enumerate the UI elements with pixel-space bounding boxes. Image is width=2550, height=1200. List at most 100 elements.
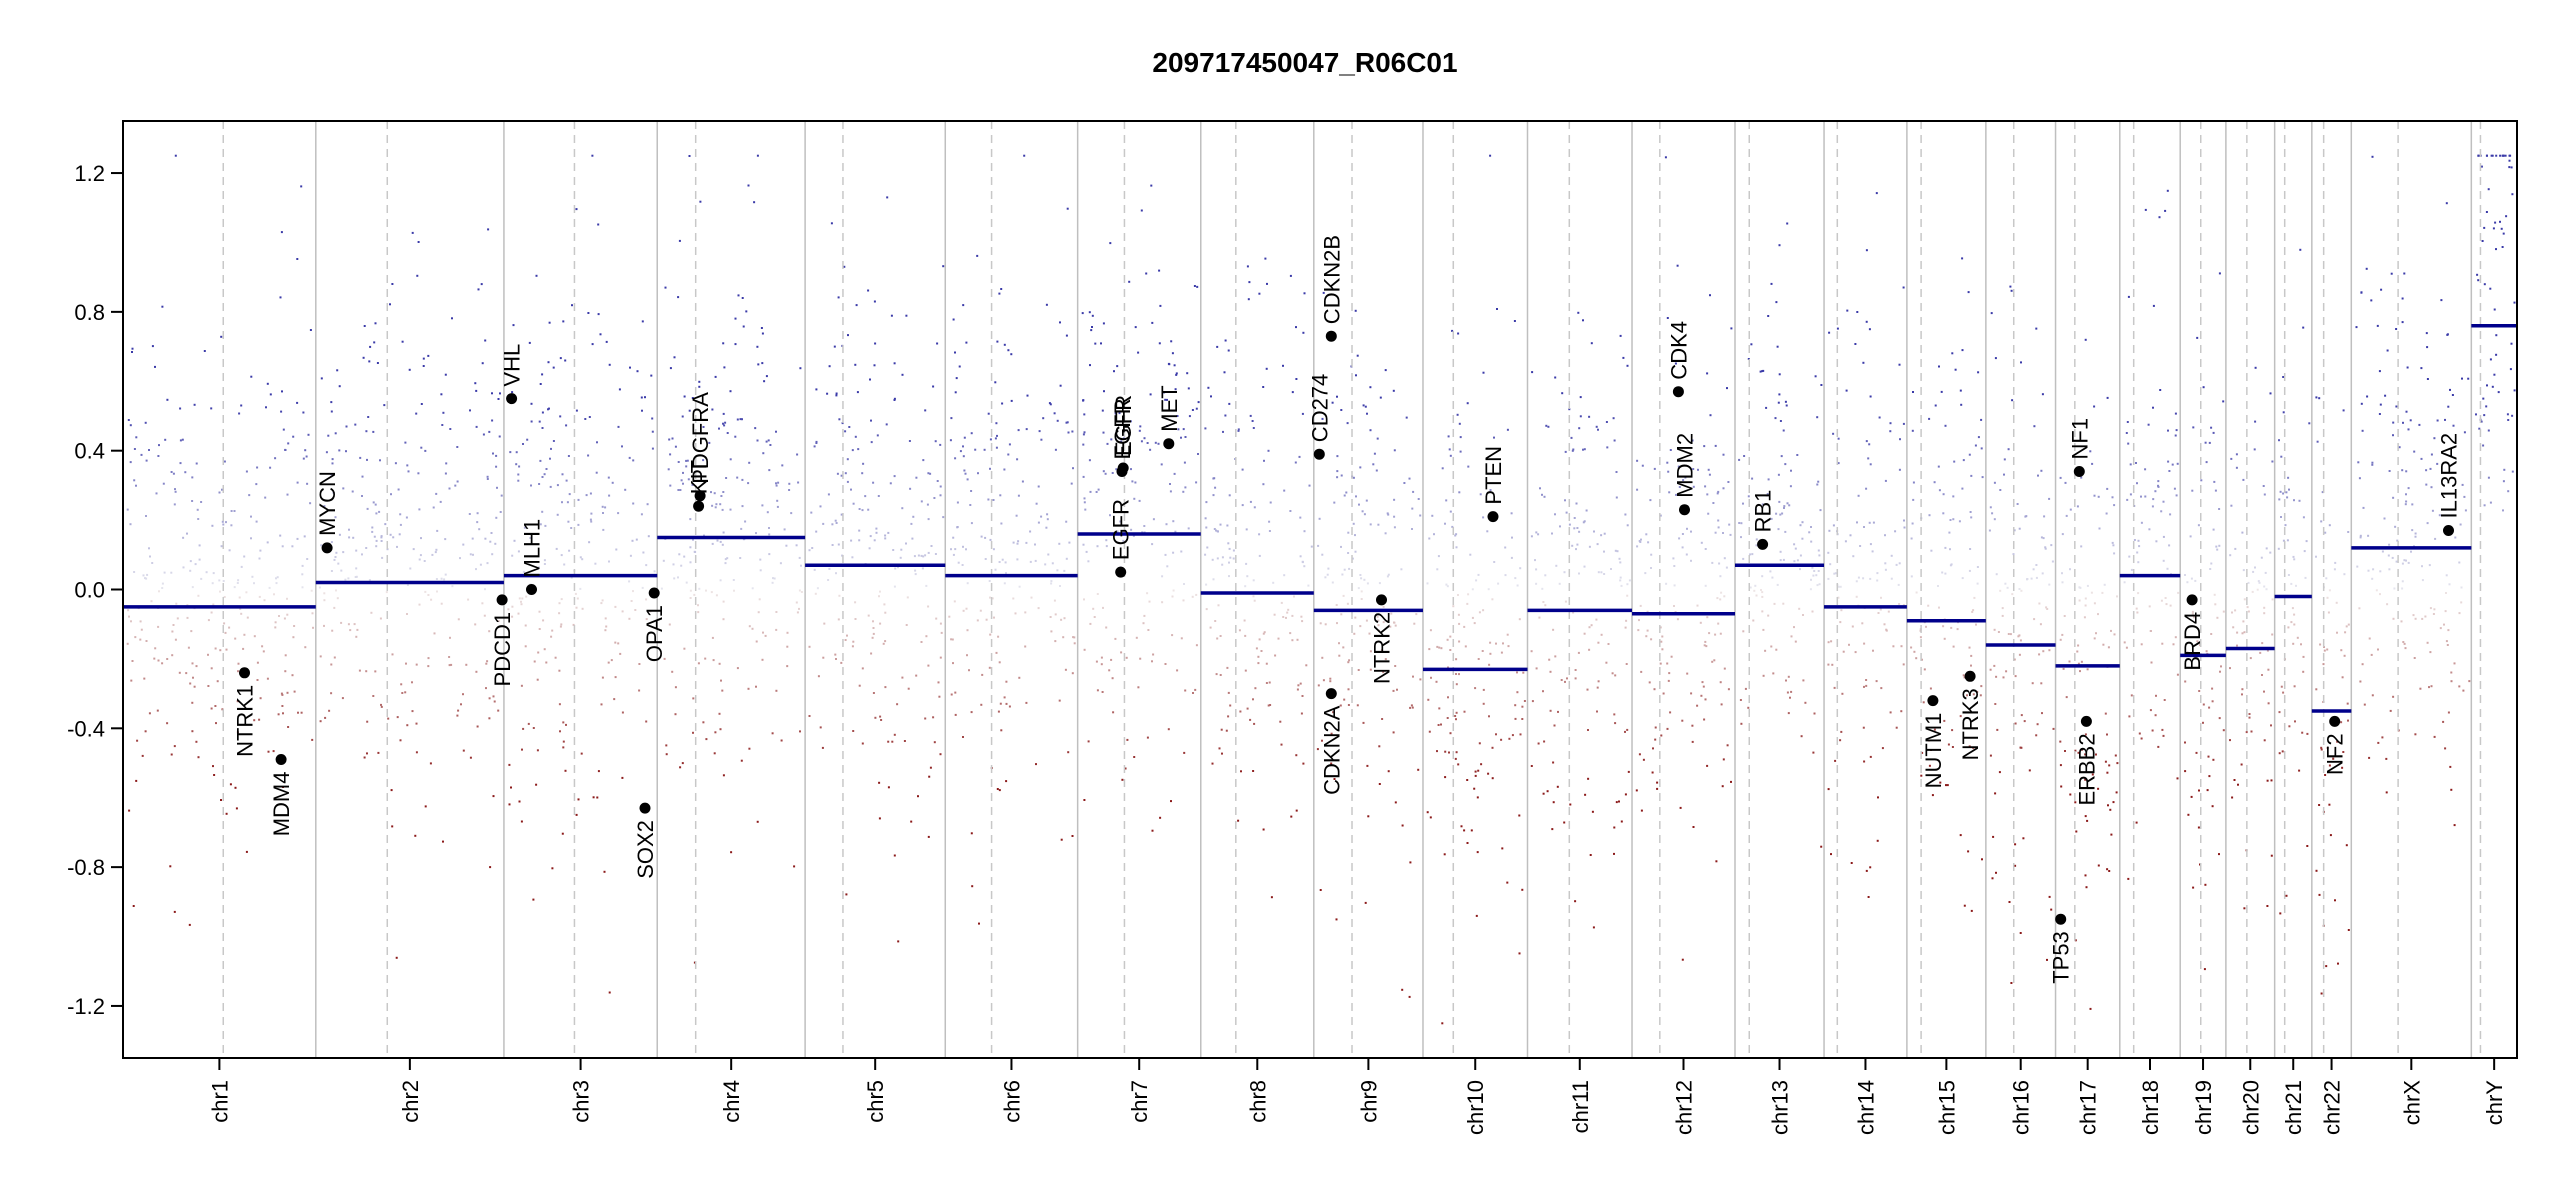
probe-dot-chr10-73 <box>1516 691 1519 694</box>
probe-dot-chr22-12 <box>2346 702 2349 705</box>
probe-dot-chr6-195 <box>979 609 982 612</box>
probe-dot-chr8-164 <box>1211 558 1214 561</box>
probe-dot-chr2-17 <box>318 586 321 589</box>
probe-dot-chr18-2 <box>2175 429 2178 432</box>
probe-dot-chr16-5 <box>2041 712 2043 715</box>
probe-dot-chr6-16 <box>1046 518 1049 521</box>
probe-dot-chr20-48 <box>2231 611 2233 614</box>
probe-dot-chrX-80 <box>2443 623 2445 626</box>
probe-dot-chr3-188 <box>532 898 535 901</box>
probe-dot-chrX-134 <box>2463 431 2466 434</box>
probe-dot-chr7-24 <box>1186 372 1189 375</box>
probe-dot-chr2-92 <box>427 594 430 596</box>
probe-dot-chr14-98 <box>1834 572 1837 575</box>
probe-dot-chr6-24 <box>964 472 967 475</box>
probe-dot-chr18-61 <box>2162 734 2165 737</box>
probe-dot-chr6-62 <box>997 710 1000 713</box>
probe-dot-chr5-187 <box>930 545 933 547</box>
probe-dot-chr20-64 <box>2250 730 2253 733</box>
probe-dot-chr19-66 <box>2197 826 2200 829</box>
probe-dot-chr6-88 <box>1012 541 1015 544</box>
probe-dot-chr8-42 <box>1274 654 1277 657</box>
probe-dot-chr6-151 <box>1072 467 1074 470</box>
probe-dot-chr6-158 <box>1045 526 1048 529</box>
probe-dot-chr2-65 <box>362 356 365 359</box>
probe-dot-chr1-47 <box>163 571 166 574</box>
probe-dot-chr3-127 <box>521 748 523 751</box>
probe-dot-chr13-35 <box>1798 607 1801 610</box>
probe-dot-chr13-56 <box>1777 528 1780 531</box>
probe-dot-chr8-124 <box>1268 681 1271 684</box>
probe-dot-chr12-140 <box>1645 533 1648 536</box>
probe-dot-chr4-35 <box>796 453 799 456</box>
gene-point-cdkn2b <box>1325 330 1337 342</box>
probe-dot-chr8-159 <box>1228 547 1231 550</box>
probe-dot-chr9-152 <box>1412 490 1415 493</box>
probe-dot-chr4-139 <box>680 479 683 482</box>
probe-dot-chr6-49 <box>1072 636 1075 639</box>
probe-dot-chr12-79 <box>1690 692 1693 695</box>
probe-dot-chr14-21 <box>1830 640 1833 643</box>
probe-dot-chr20-70 <box>2235 453 2238 456</box>
probe-dot-chr9-123 <box>1369 429 1372 432</box>
probe-dot-chr2-26 <box>330 410 333 413</box>
probe-dot-chr7-92 <box>1121 778 1124 781</box>
probe-dot-chr13-63 <box>1783 507 1785 509</box>
probe-dot-chrX-158 <box>2467 377 2470 380</box>
probe-dot-chr18-57 <box>2138 732 2141 735</box>
probe-dot-chr1-76 <box>156 709 159 712</box>
probe-dot-chr3-145 <box>605 625 608 628</box>
probe-dot-chr18-84 <box>2155 540 2158 543</box>
probe-dot-chr9-90 <box>1317 544 1320 547</box>
probe-dot-chr21-29 <box>2282 376 2285 378</box>
probe-dot-chr7-38 <box>1171 634 1174 637</box>
probe-dot-chr6-106 <box>953 600 956 603</box>
probe-dot-chr4-46 <box>702 459 705 462</box>
probe-dot-chr20-46 <box>2241 693 2243 696</box>
probe-dot-chr21-52 <box>2292 642 2295 645</box>
probe-dot-chr5-39 <box>897 566 899 569</box>
probe-dot-chr15-104 <box>1928 739 1931 742</box>
probe-dot-chr5-23 <box>841 554 844 557</box>
probe-dot-chr10-53 <box>1511 734 1514 737</box>
probe-dot-chr1-105 <box>292 636 295 639</box>
probe-dot-chr15-34 <box>1976 690 1979 693</box>
probe-dot-chr12-6 <box>1696 704 1699 707</box>
probe-dot-chr3-68 <box>617 642 620 645</box>
probe-dot-chr13-44 <box>1787 712 1790 715</box>
probe-dot-chr7-168 <box>1140 209 1143 212</box>
probe-dot-chr9-146 <box>1324 623 1327 626</box>
probe-dot-chr1-94 <box>296 258 299 260</box>
probe-dot-chr2-227 <box>344 578 347 581</box>
probe-dot-chr9-120 <box>1378 582 1381 585</box>
probe-dot-chr10-128 <box>1440 723 1442 726</box>
probe-dot-chr10-13 <box>1482 688 1485 691</box>
probe-dot-chr12-109 <box>1638 619 1640 622</box>
probe-dot-chr5-107 <box>846 634 848 637</box>
probe-dot-chr4-112 <box>702 426 705 428</box>
gene-point-met <box>1163 438 1175 450</box>
probe-dot-chr4-131 <box>740 759 743 762</box>
probe-dot-chr1-260 <box>191 476 194 479</box>
probe-dot-chr5-170 <box>893 475 896 478</box>
probe-dot-chr1-178 <box>303 535 306 538</box>
probe-dot-chr15-31 <box>1937 465 1940 468</box>
probe-dot-chr2-274 <box>465 663 468 666</box>
probe-dot-chr16-3 <box>2043 515 2046 518</box>
probe-dot-chr7-59 <box>1160 463 1163 466</box>
probe-dot-chr4-74 <box>744 520 747 523</box>
probe-dot-chr3-0 <box>575 208 578 211</box>
probe-dot-chr3-189 <box>630 600 633 602</box>
probe-dot-chr11-135 <box>1615 471 1618 473</box>
probe-dot-chr15-96 <box>1961 487 1964 490</box>
probe-dot-chr12-122 <box>1722 532 1724 534</box>
probe-dot-chr5-78 <box>887 740 890 743</box>
probe-dot-chr12-150 <box>1708 632 1711 635</box>
probe-dot-chr1-133 <box>219 590 221 593</box>
probe-dot-chr16-53 <box>2005 670 2008 673</box>
probe-dot-chr13-50 <box>1761 610 1764 613</box>
probe-dot-chr19-29 <box>2192 426 2195 429</box>
probe-dot-chr15-19 <box>1974 444 1977 447</box>
probe-dot-chr8-19 <box>1307 584 1310 587</box>
probe-dot-chr5-144 <box>939 622 942 625</box>
